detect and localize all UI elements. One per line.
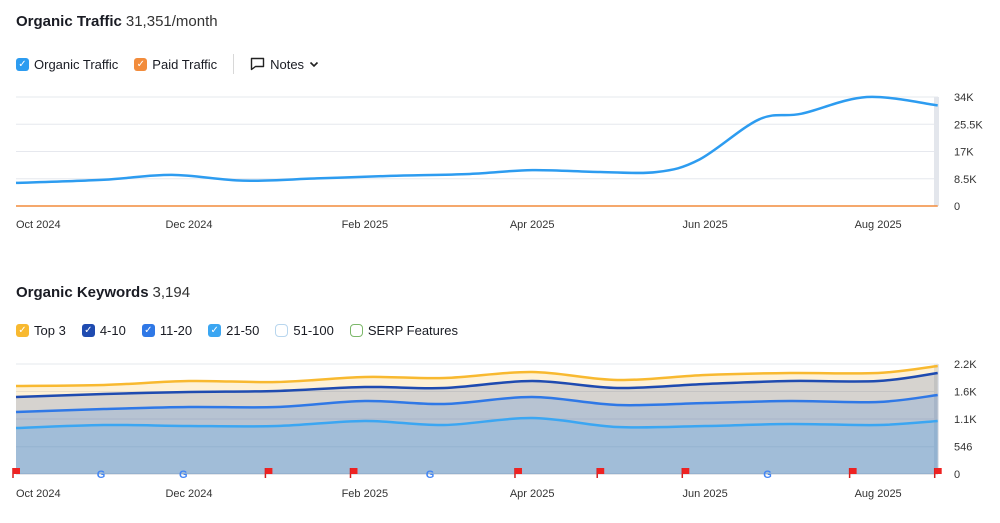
x-tick-label: Apr 2025 [510, 488, 555, 500]
legend-organic-traffic[interactable]: ✓ Organic Traffic [16, 57, 118, 72]
legend-label: Organic Traffic [34, 56, 119, 72]
x-tick-label: Aug 2025 [855, 488, 902, 500]
flag-icon [265, 468, 273, 474]
checkbox-icon[interactable] [349, 324, 363, 337]
checkbox-icon[interactable]: ✓ [134, 57, 148, 71]
y-tick-label: 1.6K [954, 387, 977, 399]
series-line-Top 3 [15, 364, 938, 388]
series-line-21-50 [15, 416, 938, 430]
checkbox-icon[interactable]: ✓ [81, 324, 95, 337]
y-tick-label: 0 [954, 469, 960, 481]
x-tick-label: Jun 2025 [683, 219, 728, 231]
notes-button[interactable]: Notes [250, 57, 319, 72]
legend-11-20[interactable]: ✓ 11-20 [141, 323, 193, 338]
y-tick-label: 2.2K [954, 359, 977, 371]
legend-label: 11-20 [159, 323, 193, 338]
series-line-4-10 [15, 371, 938, 399]
x-tick-label: Oct 2024 [16, 488, 61, 500]
keywords-legend: ✓ Top 3 ✓ 4-10 ✓ 11-20 ✓ 21-50 51-100 SERP Featur… [16, 323, 474, 338]
x-tick-label: Dec 2024 [165, 488, 212, 500]
x-tick-label: Dec 2024 [165, 219, 212, 231]
series-area-21-50 [16, 417, 938, 474]
checkbox-icon[interactable]: ✓ [141, 324, 155, 337]
legend-paid-traffic[interactable]: ✓ Paid Traffic [134, 57, 217, 72]
google-icon: G [97, 469, 106, 481]
legend-label: SERP Features [367, 323, 458, 338]
google-icon: G [426, 469, 435, 481]
x-tick-label: Jun 2025 [683, 488, 728, 500]
checkbox-icon[interactable]: ✓ [16, 324, 29, 337]
google-icon: G [763, 469, 772, 481]
scroll-handle [934, 364, 939, 474]
x-tick-label: Feb 2025 [342, 219, 388, 231]
google-icon: G [179, 469, 188, 481]
traffic-title-label: Organic Traffic [16, 13, 122, 30]
y-tick-label: 8.5K [954, 174, 977, 186]
chevron-down-icon [309, 61, 319, 68]
keywords-value: 3,194 [152, 284, 191, 301]
series-area-Top 3 [16, 366, 938, 474]
x-tick-label: Aug 2025 [855, 219, 902, 231]
y-tick-label: 17K [954, 147, 974, 159]
legend-top-3[interactable]: ✓ Top 3 [16, 323, 66, 338]
legend-51-100[interactable]: 51-100 [275, 323, 334, 338]
keywords-title-label: Organic Keywords [16, 284, 149, 301]
legend-label: Top 3 [34, 323, 66, 338]
flag-icon [934, 468, 942, 474]
comment-icon [250, 57, 265, 71]
traffic-title: Organic Traffic 31,351/month [16, 13, 218, 30]
flag-icon [350, 468, 358, 474]
series-area-11-20 [16, 395, 938, 474]
scroll-handle [934, 97, 939, 206]
notes-label: Notes [270, 56, 305, 72]
divider [233, 54, 235, 74]
x-tick-label: Feb 2025 [342, 488, 388, 500]
x-tick-label: Apr 2025 [510, 219, 555, 231]
checkbox-icon[interactable]: ✓ [16, 57, 29, 71]
y-tick-label: 25.5K [954, 119, 983, 131]
flag-icon [849, 468, 857, 474]
traffic-value: 31,351/month [125, 13, 218, 30]
legend-label: Paid Traffic [152, 56, 218, 72]
legend-4-10[interactable]: ✓ 4-10 [81, 323, 126, 338]
y-tick-label: 0 [954, 201, 960, 213]
keywords-title: Organic Keywords 3,194 [16, 284, 190, 301]
y-tick-label: 546 [954, 442, 972, 454]
y-tick-label: 1.1K [954, 414, 977, 426]
legend-serp-features[interactable]: SERP Features [349, 323, 458, 338]
series-line-11-20 [15, 393, 938, 414]
checkbox-icon[interactable]: ✓ [208, 324, 222, 337]
legend-21-50[interactable]: ✓ 21-50 [208, 323, 259, 338]
series-line-organic-traffic [15, 95, 938, 185]
traffic-legend: ✓ Organic Traffic ✓ Paid Traffic Notes [16, 54, 335, 74]
legend-label: 51-100 [293, 323, 334, 338]
flag-icon [597, 468, 605, 474]
x-tick-label: Oct 2024 [16, 219, 61, 231]
checkbox-icon[interactable] [275, 324, 289, 337]
flag-icon [13, 468, 20, 474]
y-tick-label: 34K [954, 92, 974, 104]
legend-label: 4-10 [99, 323, 126, 338]
legend-label: 21-50 [226, 323, 260, 338]
flag-icon [682, 468, 690, 474]
flag-icon [514, 468, 522, 474]
